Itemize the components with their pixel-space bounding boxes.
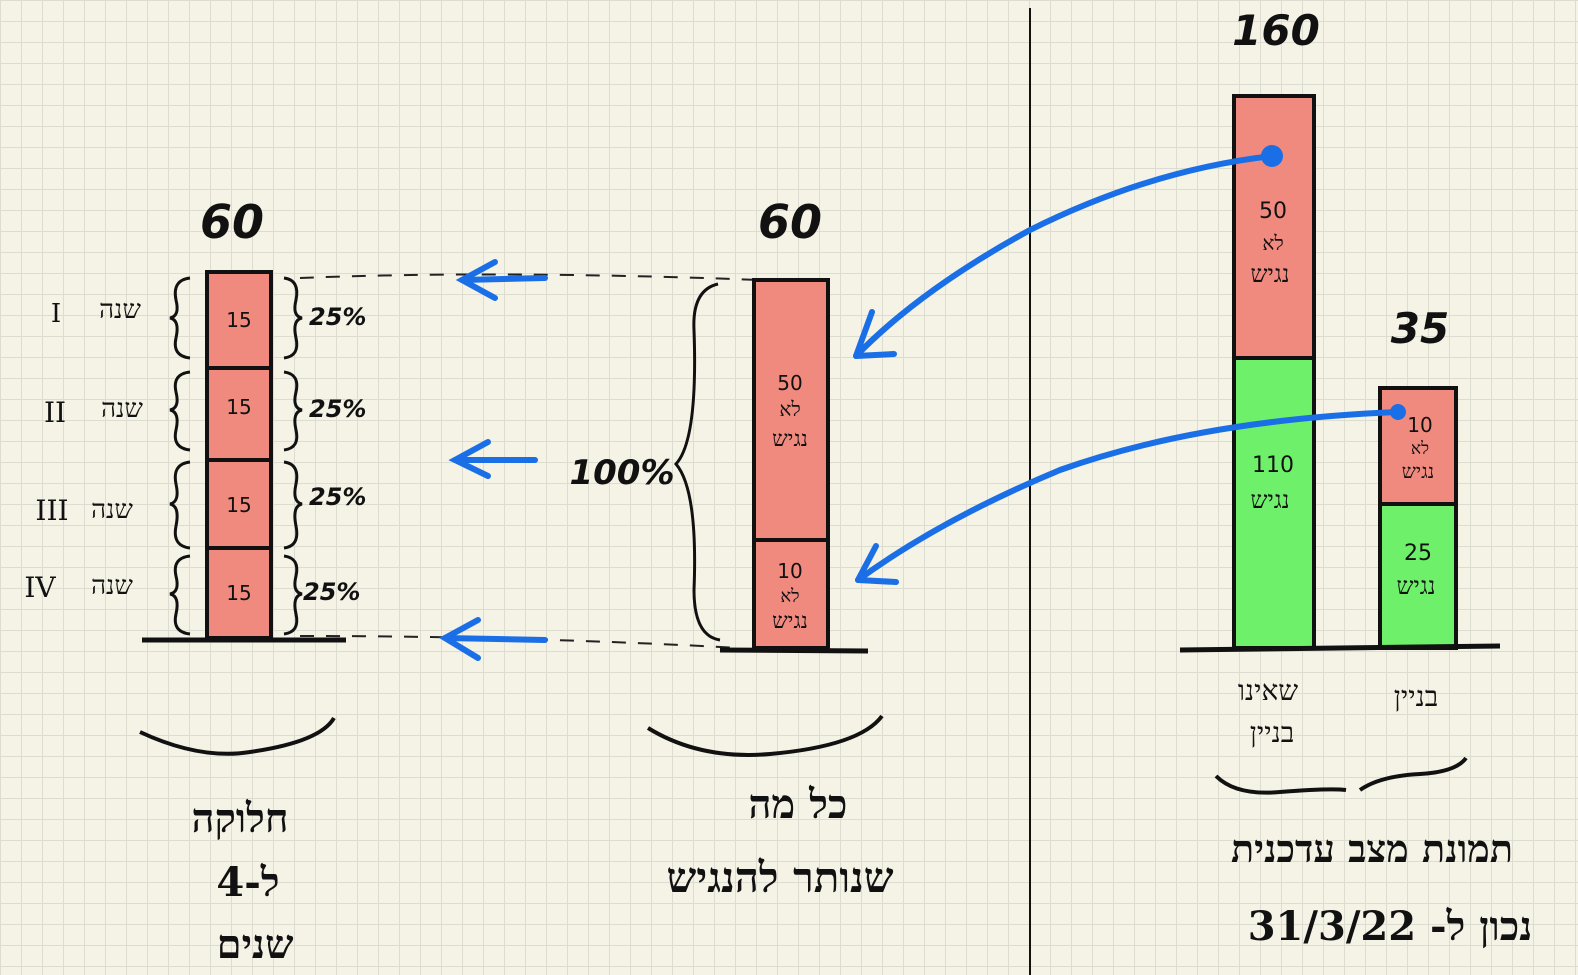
right-bar-2-total: 35 <box>1391 304 1449 353</box>
left-arrow-middle <box>448 439 538 479</box>
left-caption-line-1: חלוקה <box>191 795 288 842</box>
middle-bottom-label-1: לא <box>780 586 799 607</box>
left-brace-2 <box>169 370 191 452</box>
left-brace-1 <box>169 276 191 360</box>
right-chart-group: 160 35 50 לא נגיש 110 נגיש 10 לא נגיש 25… <box>1179 6 1533 950</box>
right-bar-2-red-label-2: נגיש <box>1402 459 1435 483</box>
right-bar-1-category-line-2: בניין <box>1250 716 1294 749</box>
middle-column-group: 60 50 לא נגיש 10 לא נגיש 100% כל מה שנות… <box>569 195 893 902</box>
right-brace-3 <box>283 460 303 550</box>
middle-caption-line-1: כל מה <box>749 781 848 828</box>
right-bar-1-red-value: 50 <box>1259 199 1287 224</box>
right-bar-2-red-segment <box>1378 386 1458 506</box>
left-caption-line-2: ל-4 <box>216 859 279 906</box>
right-bar-1-red-segment <box>1232 94 1316 360</box>
right-underbrace-1 <box>1214 774 1347 795</box>
left-segment-value-4: 15 <box>226 581 251 605</box>
right-bar-1-green-label-2: נגיש <box>1250 486 1289 514</box>
middle-column-total: 60 <box>758 195 822 249</box>
left-column-total: 60 <box>200 195 264 249</box>
right-brace-1 <box>283 276 303 360</box>
left-segment-pct-2: 25% <box>309 395 366 423</box>
left-brace-4 <box>169 554 191 636</box>
right-bar-1-red-label-1: לא <box>1262 231 1283 255</box>
year-numeral-2: II <box>44 396 66 429</box>
middle-baseline <box>719 647 869 654</box>
left-column-group: 60 15 15 15 15 25% 25% 25% 25% שנה I שנה… <box>24 195 366 968</box>
year-label-2: שנה <box>101 394 143 424</box>
left-arrow-bottom <box>438 617 548 661</box>
middle-top-label-1: לא <box>779 397 800 421</box>
year-numeral-4: IV <box>24 571 56 604</box>
left-bar-segment-2 <box>205 366 273 462</box>
curved-arrow-upper-origin <box>1261 145 1283 167</box>
right-bar-2-category-line-1: בניין <box>1394 680 1438 713</box>
left-arrow-top <box>455 259 548 301</box>
right-baseline <box>1179 643 1501 653</box>
right-bar-2-green-value: 25 <box>1404 541 1432 566</box>
year-label-4: שנה <box>91 571 133 601</box>
right-bar-1-green-value: 110 <box>1252 453 1294 478</box>
middle-underbrace <box>646 714 884 757</box>
year-numeral-3: III <box>35 494 68 527</box>
right-bar-1-red-label-2: נגיש <box>1250 260 1289 288</box>
year-numeral-1: I <box>51 299 61 329</box>
right-bar-2-green-segment <box>1378 502 1458 650</box>
left-segment-pct-3: 25% <box>309 483 366 511</box>
curved-arrows-group <box>853 145 1406 585</box>
right-bar-2-red-value: 10 <box>1407 413 1432 437</box>
middle-top-label-2: נגיש <box>772 427 808 452</box>
dashed-guide-top <box>299 273 761 281</box>
left-caption-line-3: שנים <box>217 921 294 968</box>
curved-arrow-lower <box>855 409 1401 583</box>
right-bar-1-total: 160 <box>1232 6 1320 55</box>
right-underbrace-2 <box>1358 756 1468 792</box>
left-segment-value-3: 15 <box>226 493 251 517</box>
right-caption-line-2: נכון ל- 31/3/22 <box>1248 903 1533 950</box>
left-segment-pct-4: 25% <box>303 578 360 606</box>
right-caption-line-1: תמונת מצב עדכנית <box>1231 826 1513 871</box>
right-bar-1-category-line-1: שאינו <box>1238 674 1298 707</box>
right-bar-2-green-label-2: נגיש <box>1396 572 1435 600</box>
left-segment-pct-1: 25% <box>309 303 366 331</box>
middle-big-brace <box>674 282 721 642</box>
curved-arrow-upper <box>853 153 1275 359</box>
year-label-3: שנה <box>91 495 133 525</box>
split-arrows-group <box>299 259 761 661</box>
curved-arrow-lower-origin <box>1390 404 1406 420</box>
right-brace-2 <box>283 370 303 452</box>
right-brace-4 <box>283 554 303 636</box>
left-brace-3 <box>169 460 191 550</box>
middle-bottom-label-2: נגיש <box>772 609 808 634</box>
middle-caption-line-2: שנותר להנגיש <box>666 853 893 902</box>
middle-bottom-value: 10 <box>777 559 802 583</box>
middle-top-value: 50 <box>777 371 802 395</box>
right-bar-2-red-label-1: לא <box>1411 439 1429 459</box>
curved-arrow-lower-head <box>855 543 899 585</box>
year-label-1: שנה <box>99 295 141 325</box>
middle-pct: 100% <box>569 453 674 493</box>
curved-arrow-upper-head <box>853 309 897 359</box>
left-segment-value-2: 15 <box>226 395 251 419</box>
left-segment-value-1: 15 <box>226 308 251 332</box>
left-underbrace <box>139 716 336 756</box>
